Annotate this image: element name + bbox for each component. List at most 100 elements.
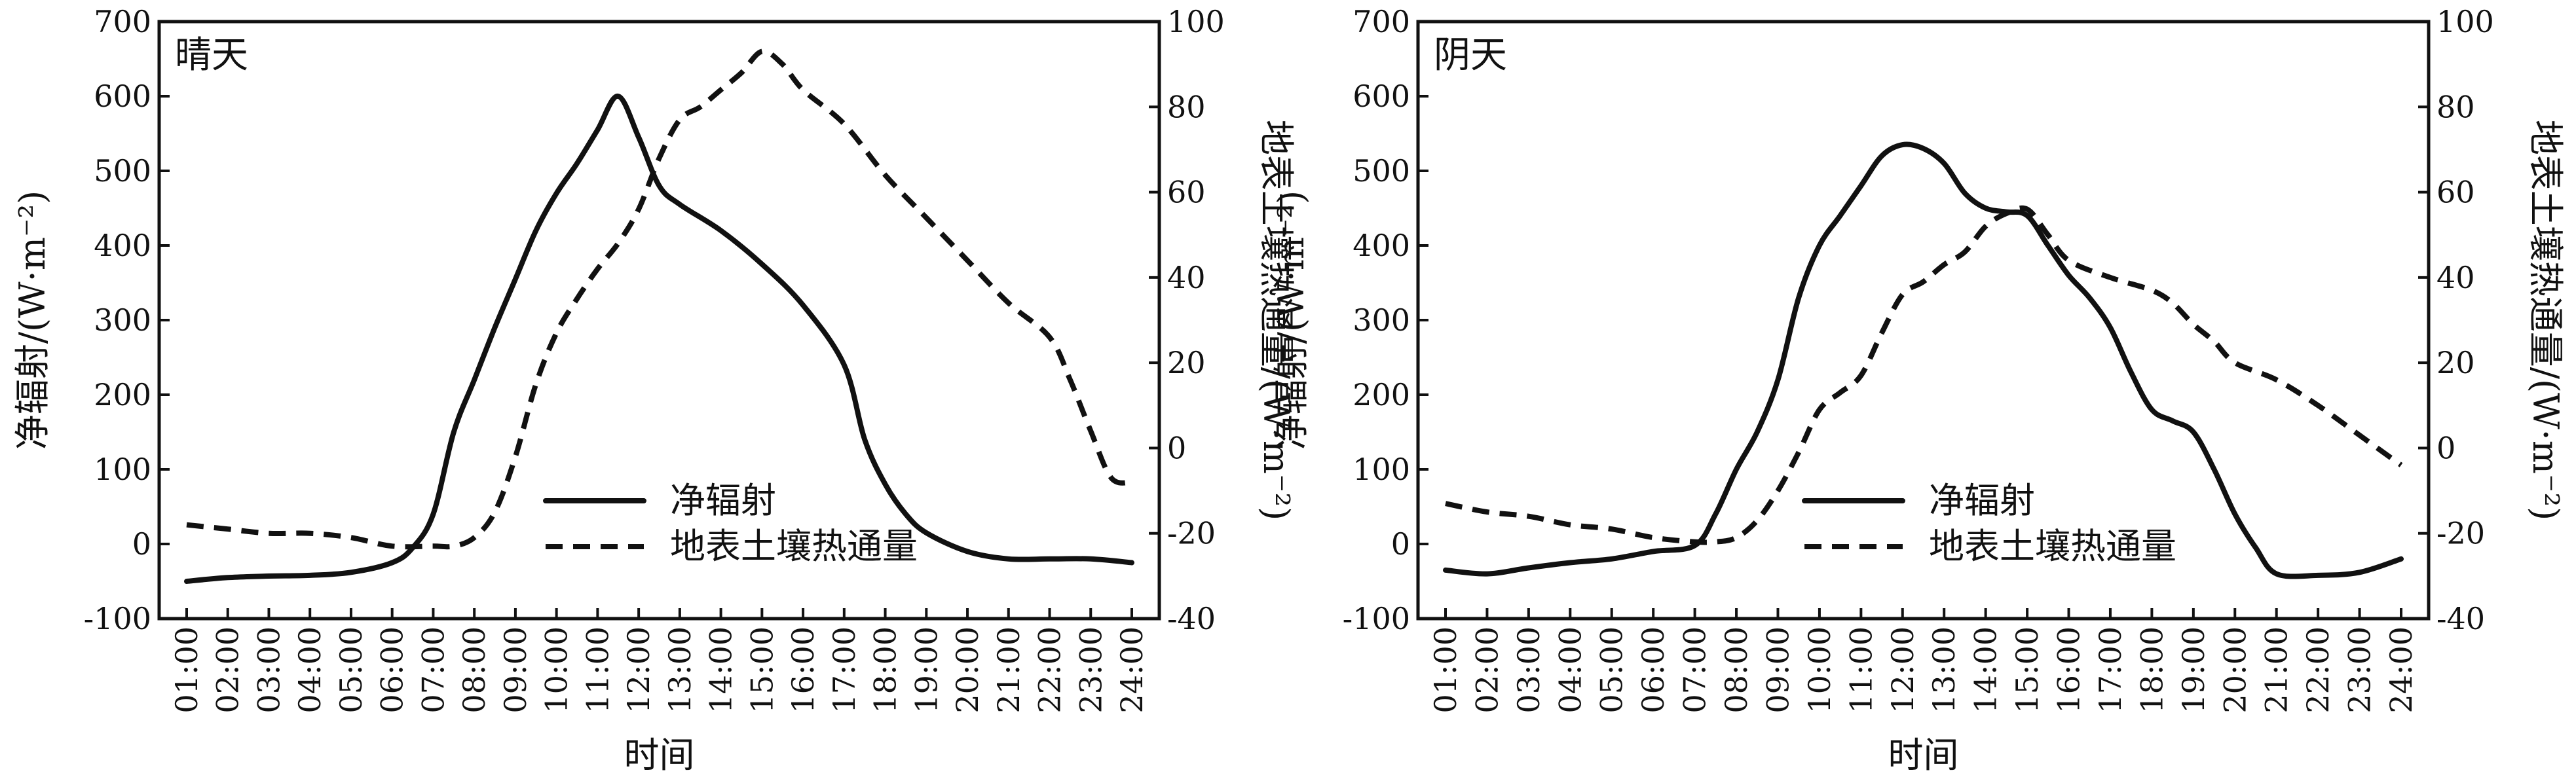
- legend-label-net-radiation: 净辐射: [670, 480, 776, 521]
- x-tick-label: 06:00: [375, 626, 410, 714]
- x-tick-label: 09:00: [1760, 626, 1795, 714]
- y-right-axis-title: 地表土壤热通量/(W·m⁻²): [2525, 120, 2566, 520]
- y-left-tick-label: 200: [94, 377, 151, 412]
- y-left-tick-label: -100: [1343, 601, 1410, 636]
- series-line-soil-heat-flux: [186, 48, 1132, 550]
- y-right-tick-label: 40: [1167, 260, 1206, 295]
- x-tick-label: 18:00: [868, 626, 903, 714]
- x-tick-label: 10:00: [1802, 626, 1837, 714]
- x-tick-label: 12:00: [621, 626, 656, 714]
- x-tick-label: 05:00: [1594, 626, 1630, 714]
- y-left-tick-label: 100: [1353, 452, 1410, 487]
- panel-title: 阴天: [1434, 34, 1507, 77]
- x-tick-label: 12:00: [1885, 626, 1920, 714]
- x-tick-label: 07:00: [1677, 626, 1713, 714]
- legend-label-soil-heat-flux: 地表土壤热通量: [670, 526, 918, 567]
- x-tick-label: 01:00: [1428, 626, 1463, 714]
- x-tick-label: 07:00: [415, 626, 451, 714]
- x-tick-label: 08:00: [1719, 626, 1754, 714]
- series-line-soil-heat-flux: [1445, 205, 2403, 545]
- y-right-tick-label: 60: [1167, 175, 1206, 210]
- panel-title: 晴天: [175, 34, 248, 77]
- plot-frame: [157, 20, 1161, 621]
- x-tick-label: 09:00: [498, 626, 533, 714]
- y-right-tick-label: 80: [1167, 89, 1206, 124]
- x-tick-label: 13:00: [662, 626, 698, 714]
- x-tick-label: 23:00: [1073, 626, 1108, 714]
- x-tick-label: 22:00: [1032, 626, 1068, 714]
- x-tick-label: 16:00: [2051, 626, 2087, 714]
- y-left-tick-label: 700: [1353, 4, 1410, 39]
- series-line-net-radiation: [184, 94, 1134, 584]
- x-tick-label: 14:00: [1968, 626, 2004, 714]
- chart-panel-sunny: -100 0 100 200 300 400 500 600 700 -40 -20 0 20 40 60 8…: [12, 4, 1297, 776]
- x-tick-label: 13:00: [1926, 626, 1962, 714]
- x-axis-title: 时间: [1888, 734, 1959, 776]
- y-left-tick-label: 600: [1353, 79, 1410, 114]
- x-tick-label: 03:00: [1511, 626, 1546, 714]
- x-tick-label: 15:00: [744, 626, 779, 714]
- x-tick-label: 04:00: [292, 626, 327, 714]
- y-right-tick-label: -40: [2436, 601, 2485, 636]
- y-left-tick-label: 500: [94, 153, 151, 189]
- y-right-tick-label: -20: [2436, 516, 2485, 551]
- y-right-tick-label: -40: [1167, 601, 1216, 636]
- plot-frame: [1416, 20, 2431, 621]
- x-tick-label: 21:00: [991, 626, 1026, 714]
- x-tick-label: 23:00: [2342, 626, 2378, 714]
- x-tick-label: 24:00: [1114, 626, 1149, 714]
- y-left-tick-label: -100: [84, 601, 151, 636]
- x-tick-label: 20:00: [2217, 626, 2252, 714]
- chart-panel-cloudy: -100 0 100 200 300 400 500 600 700 -40 -20 0 20 40 60 8…: [1271, 4, 2566, 776]
- x-tick-label: 06:00: [1635, 626, 1671, 714]
- x-tick-label: 17:00: [827, 626, 862, 714]
- y-left-tick-label: 500: [1353, 153, 1410, 189]
- x-tick-label: 19:00: [2176, 626, 2211, 714]
- x-tick-label: 21:00: [2259, 626, 2294, 714]
- series-line-net-radiation: [1443, 141, 2404, 579]
- x-tick-label: 08:00: [457, 626, 492, 714]
- x-tick-label: 15:00: [2009, 626, 2045, 714]
- y-left-axis-title: 净辐射/(W·m⁻²): [12, 190, 53, 450]
- x-tick-label: 11:00: [1843, 626, 1878, 714]
- y-left-tick-label: 0: [1391, 526, 1410, 562]
- x-tick-label: 19:00: [908, 626, 944, 714]
- y-left-tick-label: 400: [1353, 228, 1410, 263]
- y-left-tick-label: 300: [1353, 302, 1410, 338]
- x-tick-label: 04:00: [1552, 626, 1588, 714]
- x-tick-label: 02:00: [1469, 626, 1504, 714]
- x-tick-label: 11:00: [580, 626, 615, 714]
- y-left-tick-label: 600: [94, 79, 151, 114]
- y-right-tick-label: 80: [2436, 89, 2475, 124]
- y-right-tick-label: 20: [2436, 345, 2475, 380]
- x-tick-label: 24:00: [2383, 626, 2419, 714]
- legend-label-soil-heat-flux: 地表土壤热通量: [1929, 526, 2176, 567]
- x-tick-label: 16:00: [785, 626, 821, 714]
- x-tick-label: 22:00: [2300, 626, 2336, 714]
- y-left-axis-title: 净辐射/(W·m⁻²): [1271, 190, 1312, 450]
- y-left-tick-label: 400: [94, 228, 151, 263]
- y-left-tick-label: 100: [94, 452, 151, 487]
- y-right-tick-label: -20: [1167, 516, 1216, 551]
- x-tick-label: 14:00: [703, 626, 739, 714]
- y-right-tick-label: 0: [1167, 430, 1186, 465]
- x-tick-label: 01:00: [169, 626, 204, 714]
- x-tick-label: 20:00: [950, 626, 985, 714]
- x-tick-label: 18:00: [2134, 626, 2169, 714]
- y-right-tick-label: 40: [2436, 260, 2475, 295]
- x-tick-label: 03:00: [251, 626, 286, 714]
- x-axis-title: 时间: [624, 734, 695, 776]
- y-right-axis-title: 地表土壤热通量/(W·m⁻²): [1256, 120, 1297, 520]
- y-left-tick-label: 700: [94, 4, 151, 39]
- y-left-tick-label: 200: [1353, 377, 1410, 412]
- y-right-tick-label: 0: [2436, 430, 2455, 465]
- x-tick-label: 02:00: [210, 626, 246, 714]
- x-tick-label: 17:00: [2093, 626, 2128, 714]
- y-right-tick-label: 100: [1167, 4, 1225, 39]
- y-right-tick-label: 100: [2436, 4, 2494, 39]
- y-left-tick-label: 0: [132, 526, 151, 562]
- legend-label-net-radiation: 净辐射: [1929, 480, 2035, 521]
- x-tick-label: 10:00: [539, 626, 574, 714]
- y-right-tick-label: 60: [2436, 175, 2475, 210]
